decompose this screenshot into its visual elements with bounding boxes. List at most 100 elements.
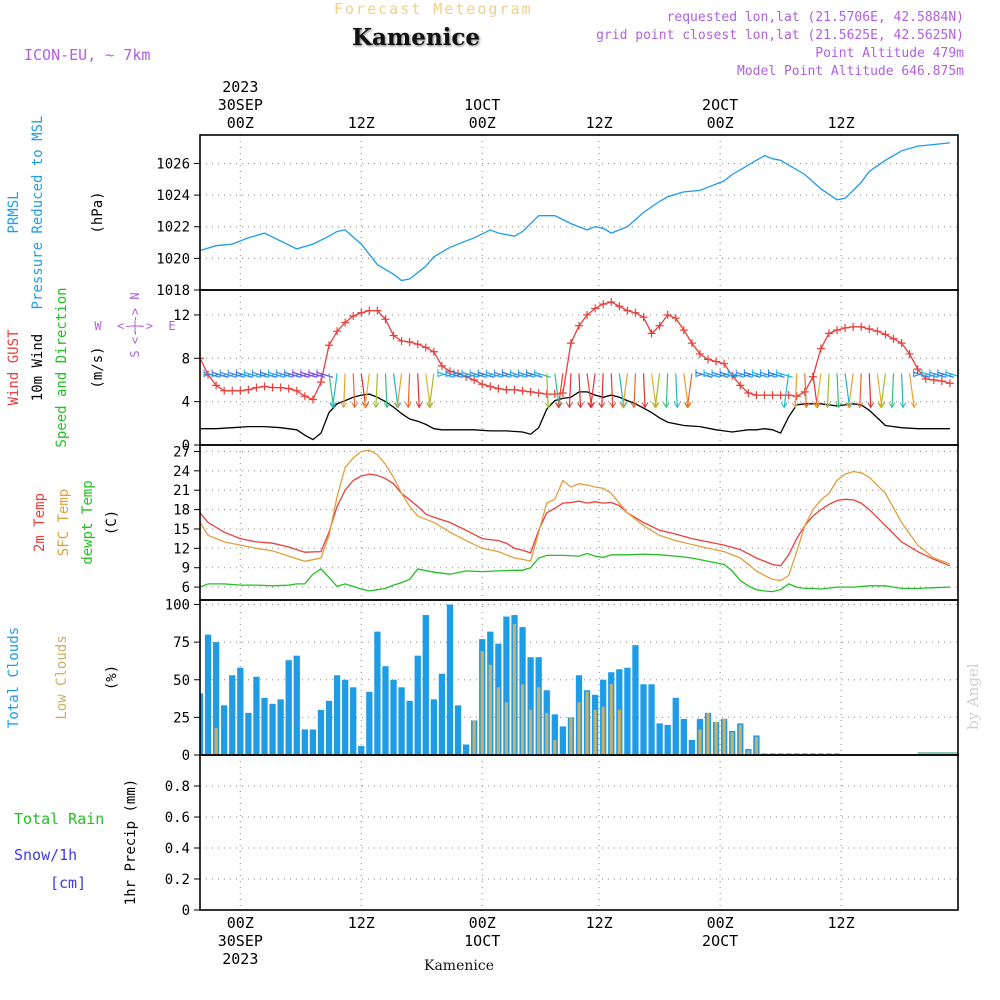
total-cloud-bar <box>462 744 470 754</box>
wind-arrow <box>654 373 661 408</box>
wind-arrow-head <box>316 369 324 378</box>
compass-s: S <box>128 350 142 357</box>
time-label-top: 00Z <box>707 114 734 132</box>
wind-arrow-head <box>437 369 445 378</box>
wind-arrow-head <box>544 402 552 409</box>
plot-area <box>200 142 950 282</box>
gust-marker <box>357 308 366 317</box>
wind-arrow-head <box>362 402 370 409</box>
series-line <box>200 142 950 282</box>
gust-marker <box>486 382 495 391</box>
panel-label: (hPa) <box>90 191 106 233</box>
total-cloud-bar <box>221 705 228 754</box>
wind-arrow <box>686 373 693 408</box>
watermark: by Angel <box>964 663 982 730</box>
y-tick-label: 0 <box>182 903 190 919</box>
time-label-top: 12Z <box>586 114 613 132</box>
gust-marker <box>671 314 680 323</box>
wind-arrow-head <box>276 369 283 378</box>
wind-arrow <box>534 371 551 378</box>
gust-marker <box>542 390 551 399</box>
y-tick-label: 25 <box>173 710 190 726</box>
total-cloud-bar <box>422 615 429 754</box>
wind-arrow-head <box>330 402 337 409</box>
gust-marker <box>325 341 334 350</box>
wind-arrow-head <box>683 402 691 409</box>
time-label-top: 12Z <box>828 114 855 132</box>
wind-arrow <box>601 373 604 408</box>
total-cloud-bar <box>269 703 276 754</box>
wind-arrow-head <box>351 402 359 409</box>
gust-marker <box>373 306 382 315</box>
gust-marker <box>736 381 745 390</box>
wind-arrow <box>675 373 678 408</box>
total-cloud-bar <box>317 709 325 754</box>
wind-arrow-head <box>554 402 562 409</box>
gust-marker <box>421 343 430 352</box>
gust-marker <box>583 310 592 319</box>
gust-marker <box>792 392 801 401</box>
gust-marker <box>429 347 438 356</box>
total-cloud-bar <box>801 753 808 754</box>
time-label-bottom: 2023 <box>222 950 258 968</box>
wind-arrow-head <box>910 402 918 409</box>
gust-marker <box>655 321 664 330</box>
total-cloud-bar <box>382 666 389 754</box>
gust-marker <box>873 327 882 336</box>
wind-arrow <box>909 373 915 408</box>
gust-marker <box>744 388 753 397</box>
low-cloud-bar <box>472 720 476 754</box>
total-cloud-bar <box>414 655 421 754</box>
panel-label: 2m Temp <box>32 493 48 552</box>
model-altitude: Model Point Altitude 646.875m <box>737 64 964 79</box>
gust-marker <box>841 323 850 332</box>
total-cloud-bar <box>309 729 317 754</box>
gust-marker <box>913 365 922 374</box>
wind-arrow-head <box>791 402 799 409</box>
time-label-bottom: 1OCT <box>464 932 500 950</box>
wind-arrow <box>642 373 646 408</box>
wind-arrow <box>776 371 793 378</box>
low-cloud-bar <box>738 724 742 754</box>
low-cloud-bar <box>593 709 597 754</box>
y-tick-label: 6 <box>182 580 190 596</box>
gust-marker <box>341 318 350 327</box>
low-cloud-bar <box>722 718 726 754</box>
total-cloud-bar <box>374 631 381 754</box>
wind-arrow-head <box>501 369 509 378</box>
panel-frame <box>199 289 959 446</box>
panel-label: Speed and Direction <box>54 287 70 447</box>
wind-arrow <box>880 373 887 408</box>
total-cloud-bar <box>285 660 292 754</box>
plot-area <box>200 297 958 441</box>
wind-arrow-head <box>641 402 649 409</box>
gust-marker <box>849 322 858 331</box>
wind-arrow-head <box>751 369 759 378</box>
footer-location: Kamenice <box>424 958 494 974</box>
low-cloud-bar <box>746 750 750 754</box>
panel-label: Wind GUST <box>6 329 22 405</box>
total-cloud-bar <box>229 675 236 754</box>
wind-arrow-head <box>394 402 402 409</box>
wind-arrow-head <box>404 402 412 409</box>
low-cloud-bar <box>488 664 492 754</box>
gust-marker <box>800 387 809 396</box>
panel-label: (m/s) <box>90 346 106 388</box>
wind-arrow-head <box>284 369 291 378</box>
wind-arrow-head <box>867 402 875 409</box>
wind-arrow-head <box>856 402 864 409</box>
total-cloud-bar <box>358 745 365 754</box>
gust-marker <box>470 375 479 384</box>
wind-arrow-head <box>329 402 337 409</box>
total-cloud-bar <box>559 726 567 754</box>
wind-arrow <box>633 373 637 408</box>
panel-label: 10m Wind <box>30 334 46 401</box>
total-cloud-bar <box>809 753 816 754</box>
wind-arrow-head <box>630 402 638 409</box>
wind-arrow <box>407 373 411 408</box>
time-label-top: 30SEP <box>218 96 263 114</box>
wind-arrow-head <box>609 402 617 409</box>
panel-label: dewpt Temp <box>80 480 96 564</box>
wind-arrow-head <box>227 369 235 378</box>
